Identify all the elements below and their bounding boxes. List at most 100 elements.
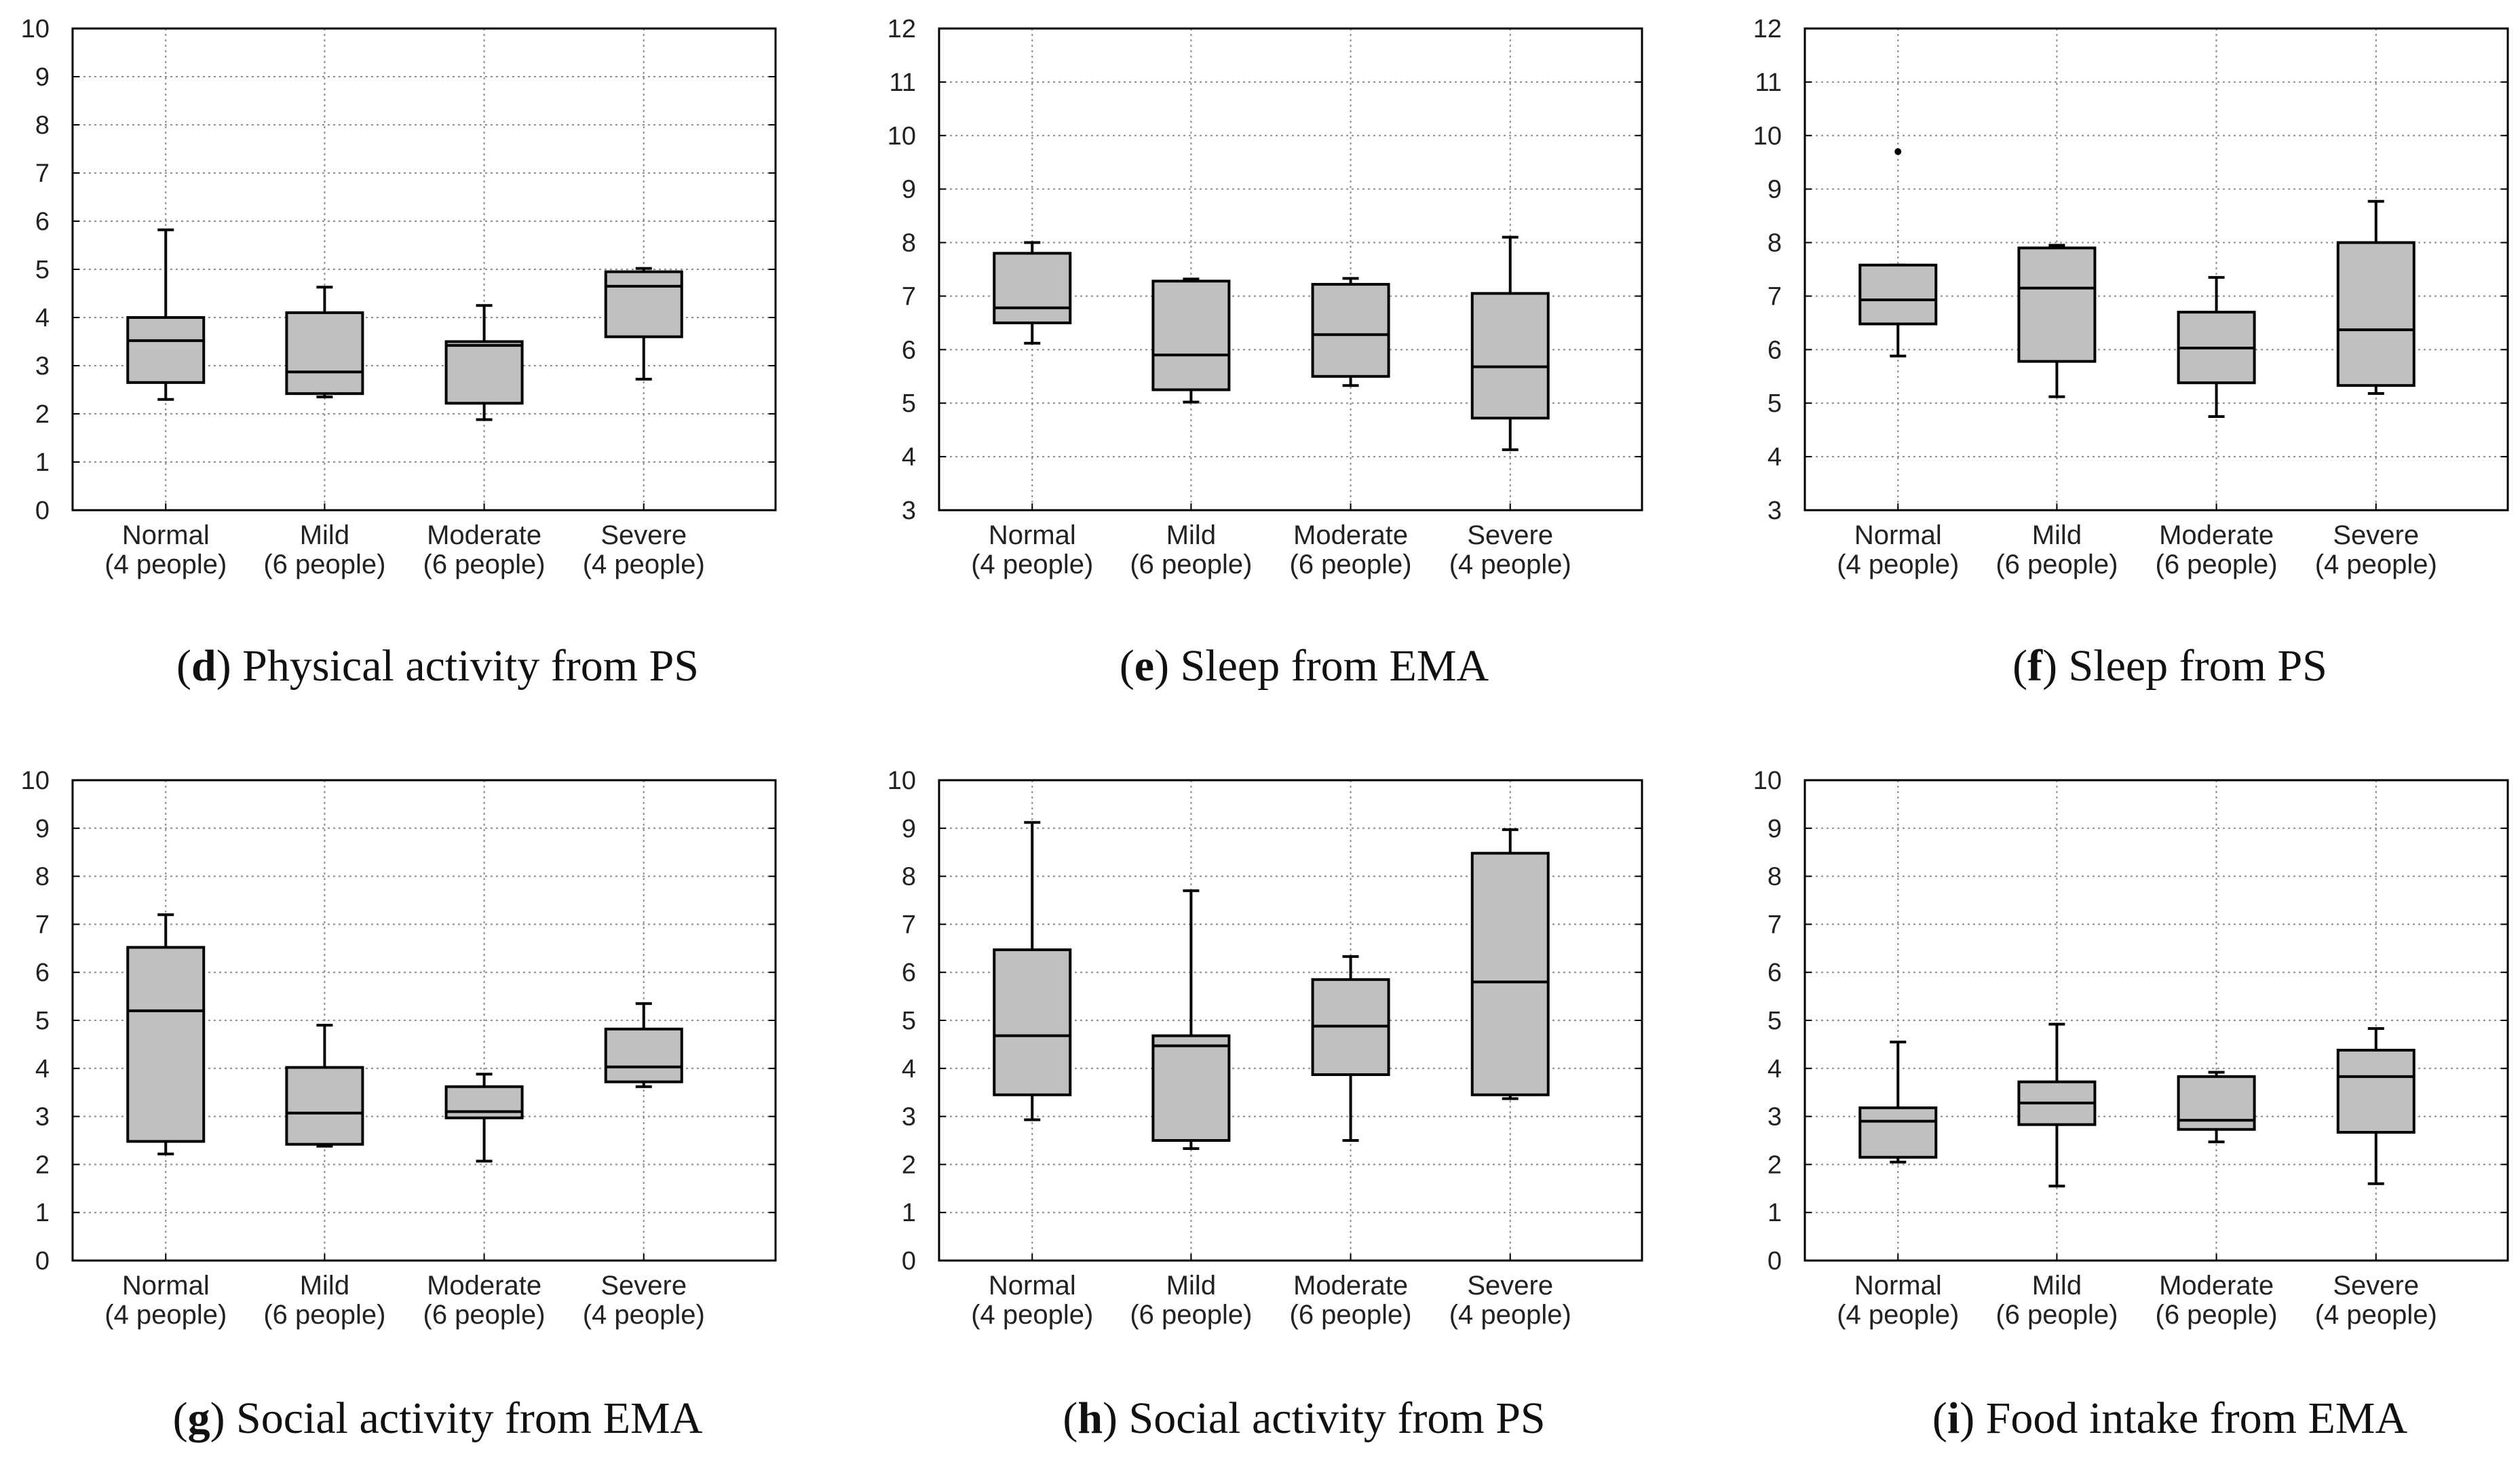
chart-caption: (f) Sleep from PS — [2012, 641, 2327, 691]
x-tick-sublabel-mild: (6 people) — [1130, 550, 1252, 579]
y-tick-label: 5 — [902, 389, 916, 418]
plot-frame — [938, 779, 1643, 1262]
box-iqr — [604, 270, 683, 339]
x-tick-sublabel-severe: (4 people) — [583, 1300, 705, 1330]
box-iqr — [285, 1066, 364, 1146]
caption-text: ) Food intake from EMA — [1960, 1394, 2407, 1443]
plot-area — [73, 28, 776, 510]
box-normal — [1858, 148, 1938, 358]
x-tick-label-severe: Severe — [1467, 1271, 1553, 1301]
x-tick-label-normal: Normal — [1854, 1271, 1942, 1301]
x-tick-sublabel-moderate: (6 people) — [423, 1300, 546, 1330]
x-tick-sublabel-severe: (4 people) — [1449, 550, 1571, 579]
x-tick-sublabel-normal: (4 people) — [1837, 550, 1959, 579]
x-tick-sublabel-mild: (6 people) — [1130, 1300, 1252, 1330]
y-tick-label: 0 — [35, 497, 50, 525]
y-tick-label: 1 — [1768, 1199, 1782, 1227]
chart-caption: (d) Physical activity from PS — [176, 641, 699, 691]
box-iqr — [1470, 292, 1550, 420]
box-severe — [604, 1002, 683, 1088]
x-tick-sublabel-mild: (6 people) — [263, 550, 385, 579]
y-tick-label: 5 — [1768, 1007, 1782, 1035]
y-tick-label: 6 — [902, 959, 916, 987]
x-tick-label-normal: Normal — [989, 520, 1076, 550]
y-tick-label: 5 — [35, 1007, 50, 1035]
y-tick-label: 7 — [35, 159, 50, 188]
y-tick-label: 7 — [1768, 282, 1782, 311]
x-tick-sublabel-severe: (4 people) — [583, 550, 705, 579]
caption-paren: ( — [1063, 1394, 1077, 1443]
chart-caption: (e) Sleep from EMA — [1120, 641, 1489, 691]
x-tick-label-normal: Normal — [122, 520, 210, 550]
y-tick-label: 7 — [35, 910, 50, 939]
box-iqr — [993, 252, 1072, 324]
y-tick-label: 9 — [35, 815, 50, 843]
x-tick-sublabel-normal: (4 people) — [104, 550, 227, 579]
box-iqr — [1858, 1106, 1938, 1159]
y-tick-label: 4 — [902, 443, 916, 472]
y-tick-label: 10 — [887, 122, 916, 151]
y-tick-label: 3 — [902, 1103, 916, 1132]
y-tick-label: 3 — [35, 1103, 50, 1132]
outlier-point — [1894, 148, 1902, 155]
box-normal — [126, 913, 206, 1155]
y-tick-label: 9 — [902, 176, 916, 204]
y-tick-label: 7 — [902, 282, 916, 311]
y-tick-label: 10 — [1753, 122, 1782, 151]
x-tick-label-severe: Severe — [1467, 520, 1553, 550]
y-tick-label: 10 — [21, 15, 50, 43]
x-tick-label-mild: Mild — [1166, 1271, 1216, 1301]
y-tick-label: 0 — [902, 1247, 916, 1275]
y-tick-label: 11 — [890, 69, 916, 97]
y-tick-label: 9 — [1768, 815, 1782, 843]
plot-frame — [1803, 27, 2509, 512]
x-tick-label-severe: Severe — [600, 1271, 687, 1301]
x-tick-sublabel-severe: (4 people) — [1449, 1300, 1571, 1330]
y-tick-label: 5 — [1768, 389, 1782, 418]
y-tick-label: 4 — [1768, 443, 1782, 472]
box-iqr — [993, 948, 1072, 1096]
x-tick-label-moderate: Moderate — [427, 1271, 541, 1301]
x-tick-sublabel-severe: (4 people) — [2315, 1300, 2437, 1330]
box-iqr — [604, 1027, 683, 1083]
y-tick-label: 5 — [35, 256, 50, 284]
y-tick-label: 8 — [35, 111, 50, 140]
box-iqr — [444, 340, 524, 405]
x-tick-sublabel-moderate: (6 people) — [1290, 1300, 1412, 1330]
box-iqr — [285, 311, 364, 396]
caption-paren: ( — [1120, 641, 1134, 691]
x-tick-sublabel-moderate: (6 people) — [423, 550, 546, 579]
y-tick-label: 12 — [1753, 15, 1782, 43]
y-tick-label: 6 — [35, 959, 50, 987]
y-tick-label: 8 — [35, 863, 50, 891]
x-tick-label-mild: Mild — [300, 520, 349, 550]
caption-text: ) Social activity from PS — [1103, 1394, 1546, 1443]
plot-frame — [938, 27, 1643, 512]
box-normal — [126, 228, 206, 401]
x-tick-label-normal: Normal — [122, 1271, 210, 1301]
y-tick-label: 7 — [902, 910, 916, 939]
y-tick-label: 9 — [1768, 176, 1782, 204]
box-moderate — [444, 1073, 524, 1163]
x-tick-label-severe: Severe — [600, 520, 687, 550]
box-mild — [1151, 277, 1231, 404]
box-iqr — [444, 1085, 524, 1119]
y-tick-label: 3 — [35, 352, 50, 381]
y-tick-label: 1 — [35, 1199, 50, 1227]
x-tick-label-moderate: Moderate — [2159, 1271, 2274, 1301]
caption-letter: d — [191, 641, 216, 691]
x-tick-label-normal: Normal — [1854, 520, 1942, 550]
y-tick-label: 3 — [1768, 497, 1782, 525]
box-moderate — [1311, 277, 1390, 387]
y-tick-label: 10 — [1753, 767, 1782, 795]
box-mild — [285, 286, 364, 399]
box-iqr — [1151, 1034, 1231, 1142]
y-tick-label: 0 — [1768, 1247, 1782, 1275]
box-iqr — [1151, 280, 1231, 391]
caption-text: ) Sleep from EMA — [1154, 641, 1489, 691]
y-tick-label: 4 — [902, 1055, 916, 1083]
box-iqr — [1311, 283, 1390, 378]
